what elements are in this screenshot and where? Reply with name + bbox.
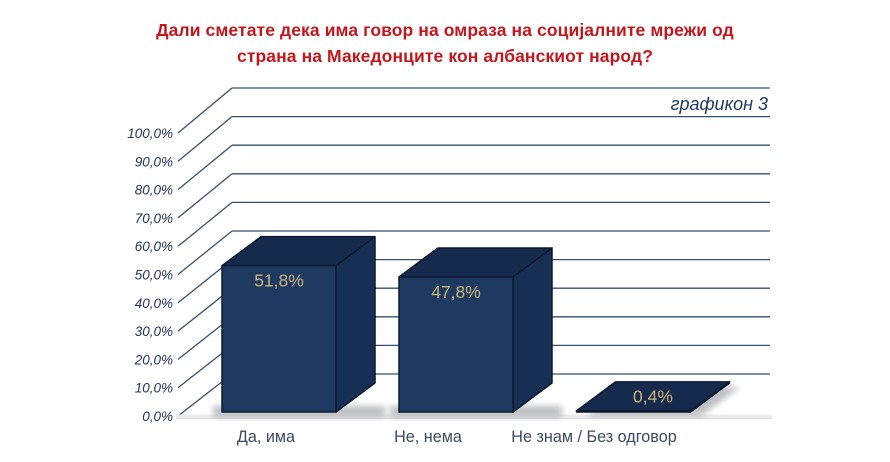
chart-title-line2: страна на Македонците кон албанскиот нар…: [237, 46, 653, 66]
chart-title-line1: Дали сметате дека има говор на омраза на…: [156, 20, 734, 40]
gridline-diagonal: [177, 144, 233, 191]
bar-front-face: [221, 264, 337, 413]
bar-value-label: 47,8%: [431, 282, 481, 302]
bar-3: 0,4%: [575, 381, 731, 413]
bar-front-face: [575, 410, 692, 413]
bar-front-face: [398, 276, 514, 413]
y-axis-tick-label: 100,0%: [127, 126, 173, 141]
y-axis-tick-label: 60,0%: [135, 239, 173, 254]
y-axis-tick-label: 30,0%: [135, 324, 173, 339]
y-axis-tick-label: 90,0%: [135, 154, 173, 169]
x-axis-category-label: Да, има: [237, 428, 295, 446]
gridline-diagonal: [177, 116, 233, 162]
y-axis-tick-label: 0,0%: [142, 409, 173, 424]
chart-annotation: графикон 3: [671, 94, 768, 114]
bar-value-label: 0,4%: [633, 386, 673, 406]
gridline-diagonal: [177, 230, 233, 276]
x-axis-category-label: Не знам / Без одговор: [511, 428, 676, 446]
x-axis-category-label: Не, нема: [394, 428, 462, 446]
y-axis-tick-label: 10,0%: [135, 381, 173, 396]
bar-1: 51,8%: [221, 235, 376, 413]
gridline-diagonal: [177, 173, 233, 219]
y-axis-tick-label: 80,0%: [135, 183, 173, 198]
chart-title: Дали сметате дека има говор на омраза на…: [0, 17, 890, 69]
gridline-diagonal: [177, 87, 233, 134]
bar-right-face: [335, 235, 376, 413]
y-axis-tick-label: 70,0%: [135, 211, 173, 226]
y-axis-tick-label: 40,0%: [135, 296, 173, 311]
bar-value-label: 51,8%: [254, 271, 304, 291]
y-axis-tick-label: 20,0%: [134, 352, 173, 367]
bar-2: 47,8%: [398, 247, 553, 413]
gridline-diagonal: [177, 201, 233, 247]
y-axis-tick-label: 50,0%: [135, 268, 173, 283]
